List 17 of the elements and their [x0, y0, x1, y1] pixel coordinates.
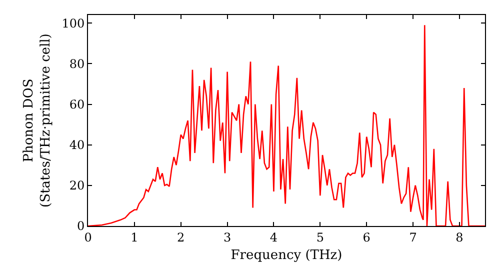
- x-tick-label: 2: [177, 230, 185, 244]
- x-tick-label: 3: [223, 230, 232, 244]
- line-series: [88, 24, 485, 226]
- x-tick-label: 1: [130, 230, 138, 244]
- y-tick-label: 60: [69, 97, 85, 112]
- y-tick-label: 100: [62, 16, 85, 30]
- x-tick-label: 7: [409, 230, 417, 244]
- x-axis-title: Frequency (THz): [230, 248, 342, 263]
- y-tick-label: 20: [69, 178, 85, 193]
- x-tick-label: 6: [362, 230, 370, 244]
- y-axis-title: Phonon DOS (States/THz·primitive cell): [22, 33, 54, 208]
- x-tick-label: 8: [456, 230, 464, 244]
- y-tick-label: 40: [69, 138, 85, 152]
- y-tick-label: 80: [69, 56, 85, 71]
- x-tick-label: 5: [316, 230, 324, 244]
- y-tick-label: 0: [76, 219, 85, 234]
- x-tick-label: 4: [270, 230, 278, 244]
